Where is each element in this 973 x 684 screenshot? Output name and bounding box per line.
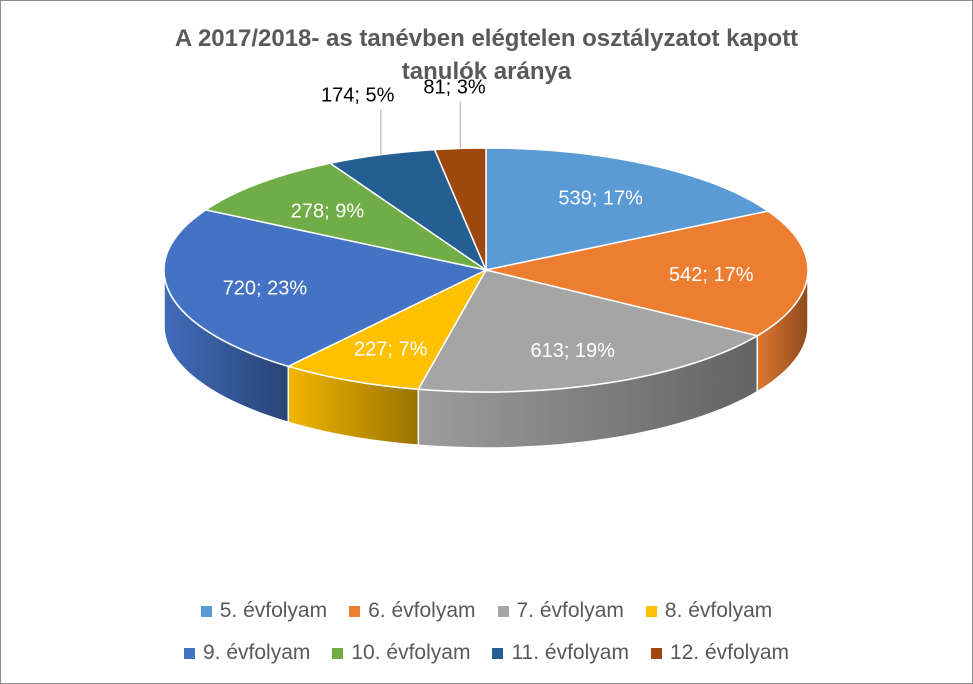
- data-label-0: 539; 17%: [558, 187, 643, 209]
- legend-item-1: 6. évfolyam: [349, 599, 476, 623]
- legend-row-2: 9. évfolyam 10. évfolyam 11. évfolyam 12. é…: [0, 632, 973, 674]
- legend-item-0: 5. évfolyam: [200, 599, 328, 623]
- pie-slice-7: [433, 147, 487, 271]
- pie-slice-5: [203, 162, 487, 271]
- chart-title-line-2: tanulók aránya: [401, 58, 572, 85]
- data-label-6: 174; 5%: [321, 84, 395, 106]
- legend-item-2: 7. évfolyam: [497, 599, 624, 623]
- legend-item-5: 10. évfolyam: [332, 641, 470, 665]
- pie-slice-3: [286, 268, 488, 391]
- chart-title: A 2017/2018- as tanévben elégtelen osztá…: [0, 22, 973, 88]
- legend: 5. évfolyam 6. évfolyam 7. évfolyam 8. évfo…: [0, 590, 973, 674]
- legend-swatch-6: [492, 647, 504, 659]
- legend-swatch-3: [645, 605, 657, 617]
- pie-slice-4: [163, 209, 489, 368]
- pie-top: [163, 147, 809, 393]
- legend-swatch-2: [497, 605, 509, 617]
- legend-item-4: 9. évfolyam: [183, 641, 311, 665]
- legend-swatch-1: [349, 605, 361, 617]
- legend-label-3: 8. évfolyam: [664, 599, 773, 622]
- legend-label-7: 12. évfolyam: [669, 641, 789, 664]
- data-labels: 539; 17% 542; 17% 613; 19% 227; 7% 720; 23% 2…: [223, 77, 754, 362]
- legend-item-3: 8. évfolyam: [645, 599, 773, 623]
- legend-item-7: 12. évfolyam: [650, 641, 789, 665]
- legend-label-4: 9. évfolyam: [202, 641, 311, 664]
- data-label-4: 720; 23%: [223, 278, 308, 300]
- legend-item-6: 11. évfolyam: [492, 641, 629, 665]
- data-label-3: 227; 7%: [354, 338, 428, 360]
- legend-swatch-4: [183, 647, 195, 659]
- legend-label-1: 6. évfolyam: [368, 599, 476, 622]
- data-label-1: 542; 17%: [669, 264, 754, 286]
- chart-title-line-1: A 2017/2018- as tanévben elégtelen osztá…: [174, 25, 799, 52]
- pie-slice-1: [485, 210, 809, 337]
- data-label-7: 81; 3%: [423, 77, 485, 99]
- legend-swatch-7: [650, 647, 662, 659]
- legend-swatch-5: [332, 647, 344, 659]
- data-label-5: 278; 9%: [291, 200, 365, 222]
- legend-label-0: 5. évfolyam: [219, 599, 328, 622]
- data-label-2: 613; 19%: [530, 340, 615, 362]
- legend-label-5: 10. évfolyam: [351, 641, 471, 664]
- pie-slice-2: [417, 269, 760, 393]
- legend-label-6: 11. évfolyam: [511, 641, 629, 664]
- legend-label-2: 7. évfolyam: [516, 599, 624, 622]
- legend-swatch-0: [200, 605, 212, 617]
- legend-row-1: 5. évfolyam 6. évfolyam 7. évfolyam 8. évfo…: [0, 590, 973, 632]
- pie-slice-0: [485, 147, 770, 271]
